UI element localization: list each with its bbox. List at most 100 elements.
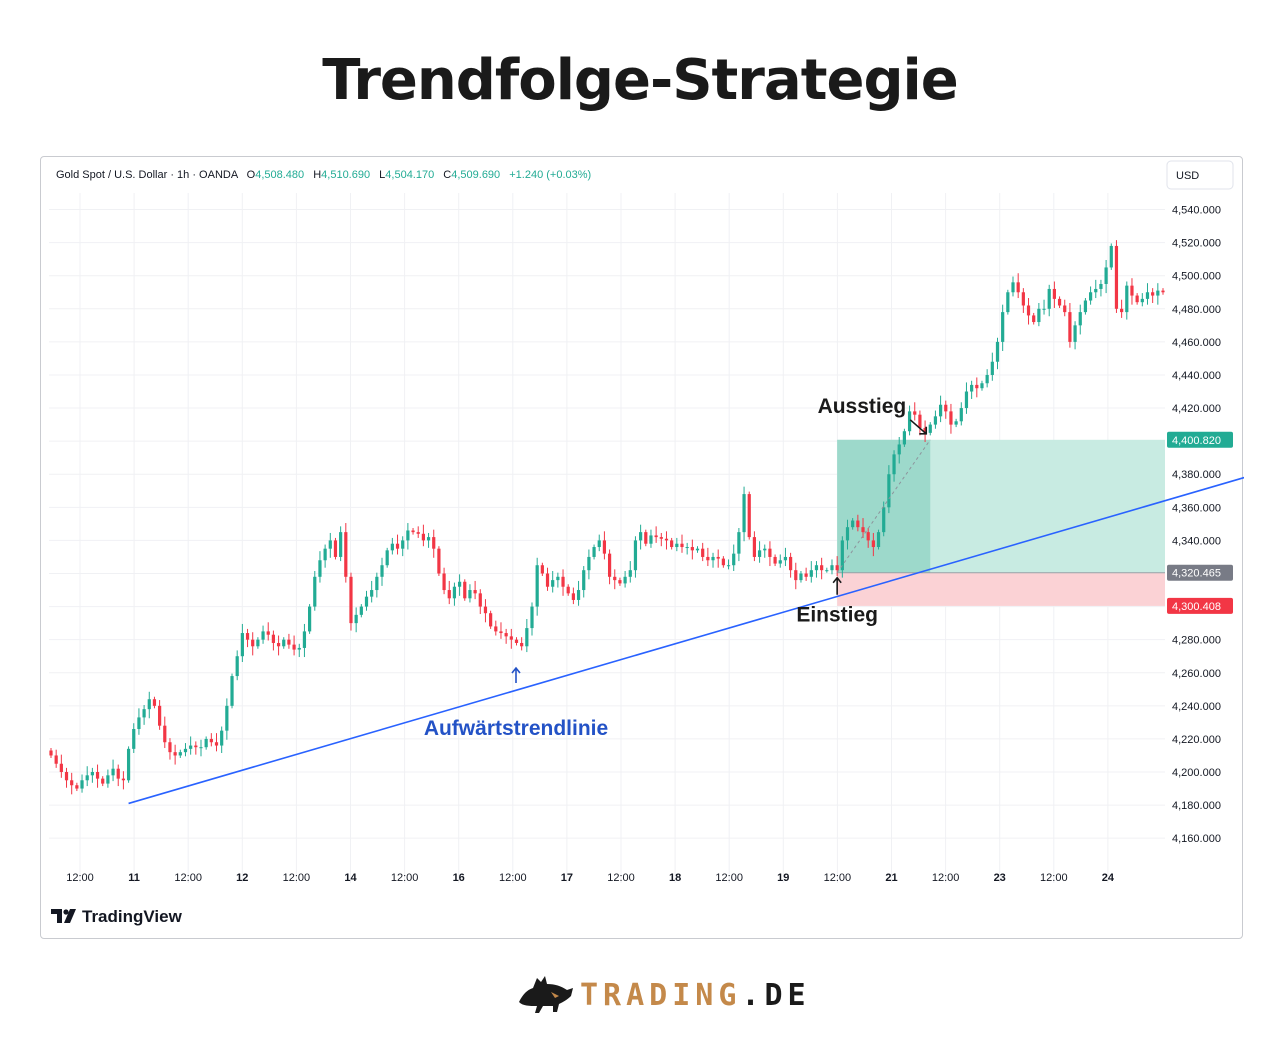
candle <box>1073 321 1077 350</box>
candle <box>204 736 208 750</box>
candle <box>649 529 653 548</box>
chart-svg[interactable]: 4,160.000 4,180.000 4,200.000 4,220.000 4,24… <box>41 157 1244 940</box>
candle-body <box>799 573 803 581</box>
brand-part2: .DE <box>741 978 811 1013</box>
x-tick-label: 12 <box>236 872 248 884</box>
candle-body <box>907 411 912 432</box>
candle <box>64 767 69 788</box>
candle-body <box>970 384 974 392</box>
candle-body <box>959 408 963 422</box>
candle-body <box>861 527 865 533</box>
candle <box>964 382 969 414</box>
candle <box>235 650 239 681</box>
candle-body <box>644 532 648 544</box>
candle-body <box>1130 285 1134 296</box>
candle-body <box>183 748 188 753</box>
candle-body <box>364 596 369 607</box>
brand-wordmark: TRADING.DE <box>580 978 811 1013</box>
candle <box>318 551 322 583</box>
trendline <box>128 476 1244 805</box>
candle-body <box>778 560 782 564</box>
candle-body <box>163 725 167 743</box>
candle <box>54 749 58 768</box>
candle-body <box>721 558 725 566</box>
candle-body <box>1094 288 1098 293</box>
y-tick-label: 4,500.000 <box>1172 271 1221 283</box>
candle-body <box>551 580 555 587</box>
candle <box>230 673 234 709</box>
x-tick-label: 12:00 <box>66 872 94 884</box>
x-tick-label: 12:00 <box>499 872 527 884</box>
candle <box>1063 299 1067 317</box>
candle <box>845 519 850 550</box>
candle-body <box>980 383 984 389</box>
candle-body <box>494 626 498 632</box>
candle <box>887 465 891 514</box>
high-value: 4,510.690 <box>321 169 370 181</box>
candle-body <box>90 772 94 776</box>
candle <box>1130 278 1134 305</box>
currency-button[interactable] <box>1166 160 1234 190</box>
candle-body <box>985 374 989 384</box>
close-label: C <box>443 169 451 181</box>
candle <box>990 352 994 381</box>
candle <box>1120 299 1124 318</box>
candle <box>266 622 270 641</box>
candle <box>980 380 984 391</box>
candle-body <box>938 404 943 417</box>
candle-body <box>545 573 550 587</box>
y-tick-label: 4,420.000 <box>1172 403 1221 415</box>
candle-body <box>271 634 276 643</box>
candle <box>540 562 544 576</box>
open-value: 4,508.480 <box>255 169 304 181</box>
candle <box>323 544 327 568</box>
candle-body <box>385 550 389 566</box>
candle-body <box>742 494 746 533</box>
candle <box>607 549 612 585</box>
candle <box>664 531 669 550</box>
trendline-arrow <box>511 666 521 683</box>
candle-layer <box>49 240 1165 795</box>
candle <box>820 557 824 580</box>
candle <box>276 635 281 656</box>
candle <box>701 542 705 562</box>
candle <box>178 749 182 758</box>
candle <box>1140 293 1144 307</box>
candle <box>918 410 922 436</box>
candle <box>561 569 565 596</box>
candle-body <box>158 705 162 726</box>
candle <box>613 569 617 590</box>
candle-body <box>401 540 405 549</box>
candle <box>618 577 622 586</box>
candle-body <box>571 593 575 600</box>
x-tick-label: 17 <box>561 872 573 884</box>
candle-body <box>1063 305 1067 313</box>
candle-body <box>814 565 819 571</box>
candle <box>421 524 425 547</box>
candle <box>670 537 674 550</box>
candle <box>163 716 167 749</box>
candle <box>142 705 146 725</box>
candle <box>892 450 896 482</box>
trendline-label: Aufwärtstrendlinie <box>424 717 608 740</box>
candle-body <box>463 581 467 599</box>
chart-frame[interactable]: 4,160.000 4,180.000 4,200.000 4,220.000 4,24… <box>40 156 1244 940</box>
annot-layer: Einstieg Ausstieg Aufwärtstrendlinie <box>424 395 928 740</box>
candle <box>628 561 632 583</box>
candle-body <box>887 474 891 508</box>
candle-body <box>504 633 508 637</box>
candle-body <box>664 538 669 541</box>
entry-price-tag-bg <box>1167 564 1233 581</box>
candle-body <box>695 548 700 551</box>
x-tick-label: 14 <box>344 872 357 884</box>
svg-text:Gold Spot / U.S. Dollar · 1h ·: Gold Spot / U.S. Dollar · 1h · OANDA O4,… <box>56 169 591 181</box>
candle-body <box>1037 308 1041 323</box>
candle <box>520 637 524 651</box>
candle <box>214 733 219 752</box>
candle-body <box>478 593 482 607</box>
candle-body <box>421 533 425 541</box>
tradingview-logo[interactable]: TradingView <box>51 907 183 926</box>
candle <box>364 590 369 611</box>
candle-body <box>313 576 317 607</box>
candle <box>401 536 405 557</box>
